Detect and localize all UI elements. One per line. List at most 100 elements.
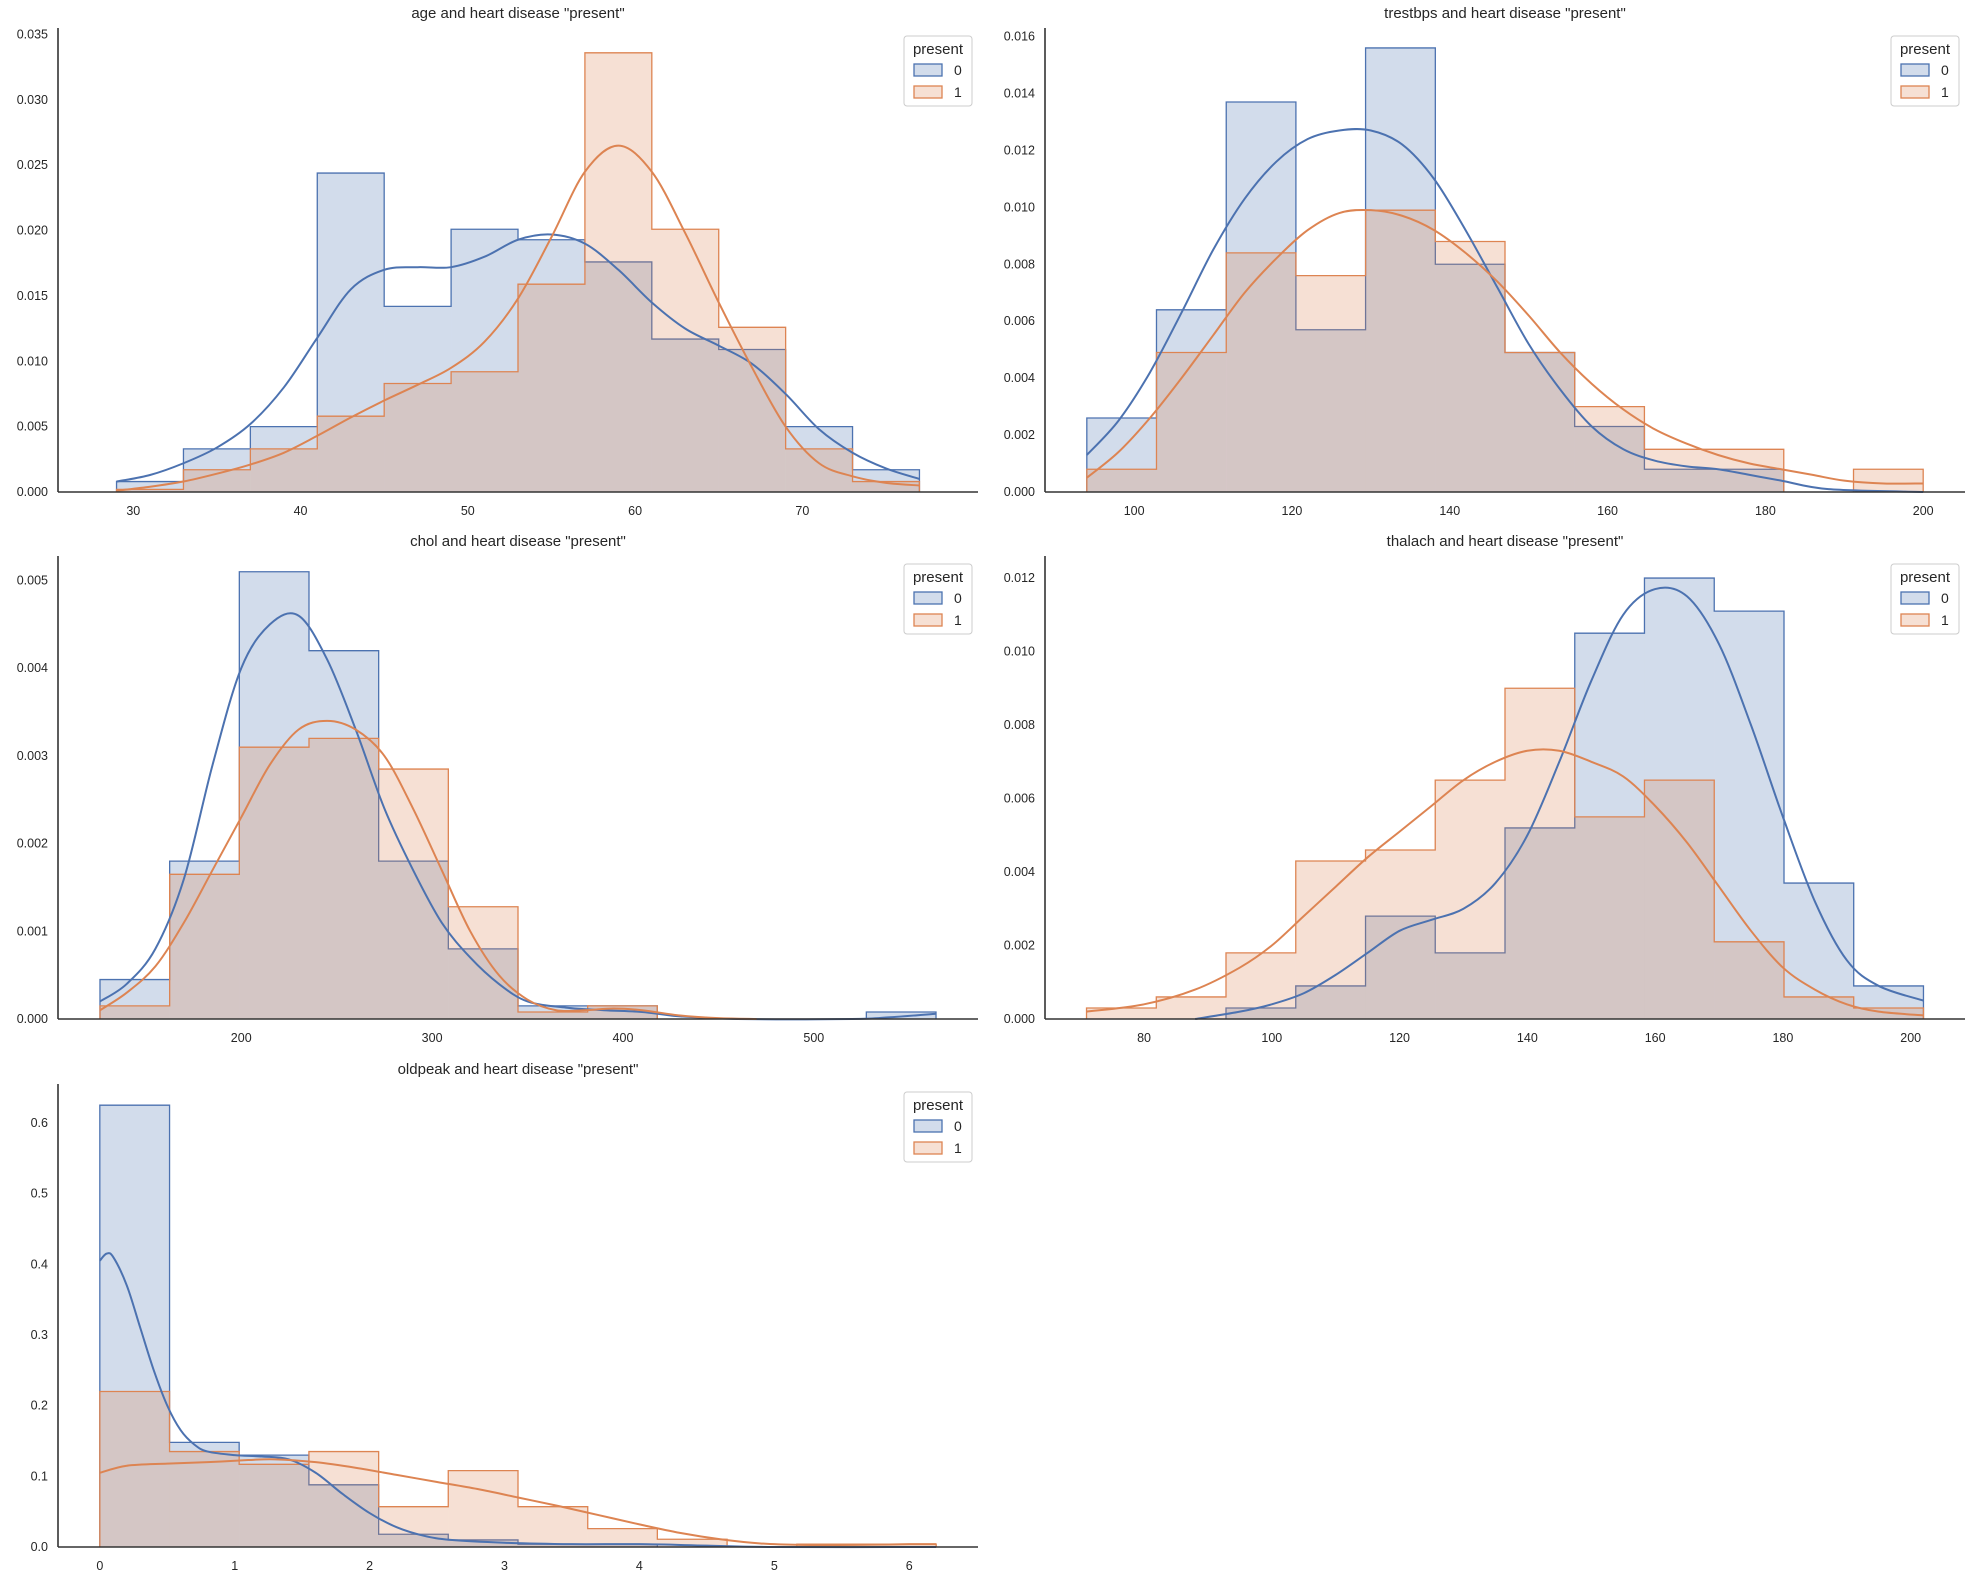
histogram-bar <box>308 1451 379 1547</box>
histogram-bar <box>239 747 309 1019</box>
legend-frame <box>903 563 973 635</box>
legend-label-0: 0 <box>954 1118 962 1134</box>
y-tick-label: 0.001 <box>17 924 48 938</box>
histogram-bar <box>378 1506 449 1547</box>
legend-swatch-1 <box>913 613 943 627</box>
histogram-bar <box>584 261 652 492</box>
y-tick-label: 0.030 <box>17 93 48 107</box>
x-tick-label: 4 <box>636 1559 643 1573</box>
histogram-bar <box>183 448 251 492</box>
histogram-bar <box>239 1464 309 1547</box>
histogram-bar <box>518 1544 588 1547</box>
histogram-bar <box>1226 102 1296 492</box>
y-tick-label: 0.2 <box>31 1399 48 1413</box>
legend-label-0: 0 <box>1941 590 1949 606</box>
y-tick-label: 0.008 <box>1004 718 1035 732</box>
x-tick-label: 200 <box>231 1031 252 1045</box>
x-tick-label: 120 <box>1282 504 1303 518</box>
y-tick-label: 0.016 <box>1004 30 1035 44</box>
y-tick-label: 0.035 <box>17 28 48 42</box>
x-tick-label: 200 <box>1900 1031 1921 1045</box>
y-tick-label: 0.002 <box>17 837 48 851</box>
x-tick-label: 160 <box>1645 1031 1666 1045</box>
histogram-bar <box>448 1470 518 1547</box>
legend-frame <box>903 1091 973 1163</box>
x-tick-label: 100 <box>1261 1031 1282 1045</box>
y-tick-label: 0.002 <box>1004 428 1035 442</box>
histogram-bar <box>1644 469 1715 492</box>
histogram-bar <box>852 469 920 492</box>
histogram-bar <box>1574 426 1645 492</box>
histogram-bar <box>1714 611 1785 1019</box>
x-tick-label: 30 <box>126 504 140 518</box>
legend-frame <box>1890 563 1960 635</box>
legend-label-0: 0 <box>954 590 962 606</box>
histogram-bar <box>169 874 240 1019</box>
histogram-bar <box>448 906 518 1019</box>
histogram-bar <box>852 481 920 492</box>
histogram-bar <box>518 239 585 492</box>
chart-title: thalach and heart disease "present" <box>1387 533 1624 550</box>
histogram-bar <box>1505 352 1575 492</box>
series-1 <box>1086 209 1924 492</box>
histogram-bar <box>785 448 853 492</box>
histogram-bar <box>518 284 585 492</box>
x-tick-label: 3 <box>501 1559 508 1573</box>
histogram-bar <box>99 1105 170 1547</box>
y-tick-label: 0.008 <box>1004 257 1035 271</box>
legend-swatch-1 <box>913 1141 943 1155</box>
histogram-bar <box>785 426 853 492</box>
chart-thalach: thalach and heart disease "present" 0.000… <box>1004 533 1965 1045</box>
histogram-bar <box>384 383 452 492</box>
histogram-bar <box>1784 996 1854 1019</box>
histogram-bar <box>1295 275 1366 492</box>
y-tick-label: 0.012 <box>1004 571 1035 585</box>
histogram-bar <box>1853 469 1924 492</box>
legend-title: present <box>913 41 964 58</box>
histogram-bar <box>651 339 719 492</box>
x-tick-label: 200 <box>1913 504 1934 518</box>
kde-curve-0 <box>116 233 920 483</box>
histogram-bar <box>1435 264 1505 492</box>
histogram-bar <box>1644 578 1715 1019</box>
histogram-bar <box>183 469 251 492</box>
x-tick-label: 60 <box>628 504 642 518</box>
chart-title: oldpeak and heart disease "present" <box>398 1061 639 1078</box>
kde-curve-1 <box>116 144 920 492</box>
legend-label-1: 1 <box>954 612 962 628</box>
series-0 <box>115 172 921 493</box>
y-tick-label: 0.4 <box>31 1257 48 1271</box>
x-tick-label: 70 <box>795 504 809 518</box>
legend-title: present <box>913 1097 964 1114</box>
chart-chol: chol and heart disease "present" 0.000 0.0… <box>17 533 978 1045</box>
histogram-bar <box>378 769 449 1019</box>
y-tick-label: 0.5 <box>31 1187 48 1201</box>
legend: present 0 1 <box>1890 35 1960 107</box>
x-tick-label: 1 <box>231 1559 238 1573</box>
legend-swatch-1 <box>1900 613 1930 627</box>
legend-label-1: 1 <box>954 1140 962 1156</box>
histogram-bar <box>1295 860 1366 1019</box>
histogram-bar <box>1225 1007 1296 1019</box>
histogram-bar <box>239 1455 309 1547</box>
histogram-bar <box>1365 916 1436 1019</box>
kde-curve-0 <box>1194 586 1924 1020</box>
histogram-bar <box>1644 449 1715 492</box>
legend-swatch-0 <box>913 591 943 605</box>
kde-curve-1 <box>99 719 757 1020</box>
y-tick-label: 0.005 <box>17 420 48 434</box>
legend-label-1: 1 <box>1941 84 1949 100</box>
histogram-bar <box>308 650 379 1019</box>
histogram-bar <box>1225 952 1296 1019</box>
histogram-bar <box>657 1539 728 1547</box>
legend-frame <box>903 35 973 107</box>
series-1 <box>99 737 658 1019</box>
chart-title: age and heart disease "present" <box>411 5 624 22</box>
x-tick-label: 140 <box>1439 504 1460 518</box>
histogram-bar <box>317 173 385 492</box>
legend-title: present <box>1900 41 1951 58</box>
x-tick-label: 120 <box>1389 1031 1410 1045</box>
histogram-bar <box>1574 816 1645 1019</box>
histogram-bar <box>1435 780 1505 1019</box>
histogram-bar <box>169 1451 240 1547</box>
